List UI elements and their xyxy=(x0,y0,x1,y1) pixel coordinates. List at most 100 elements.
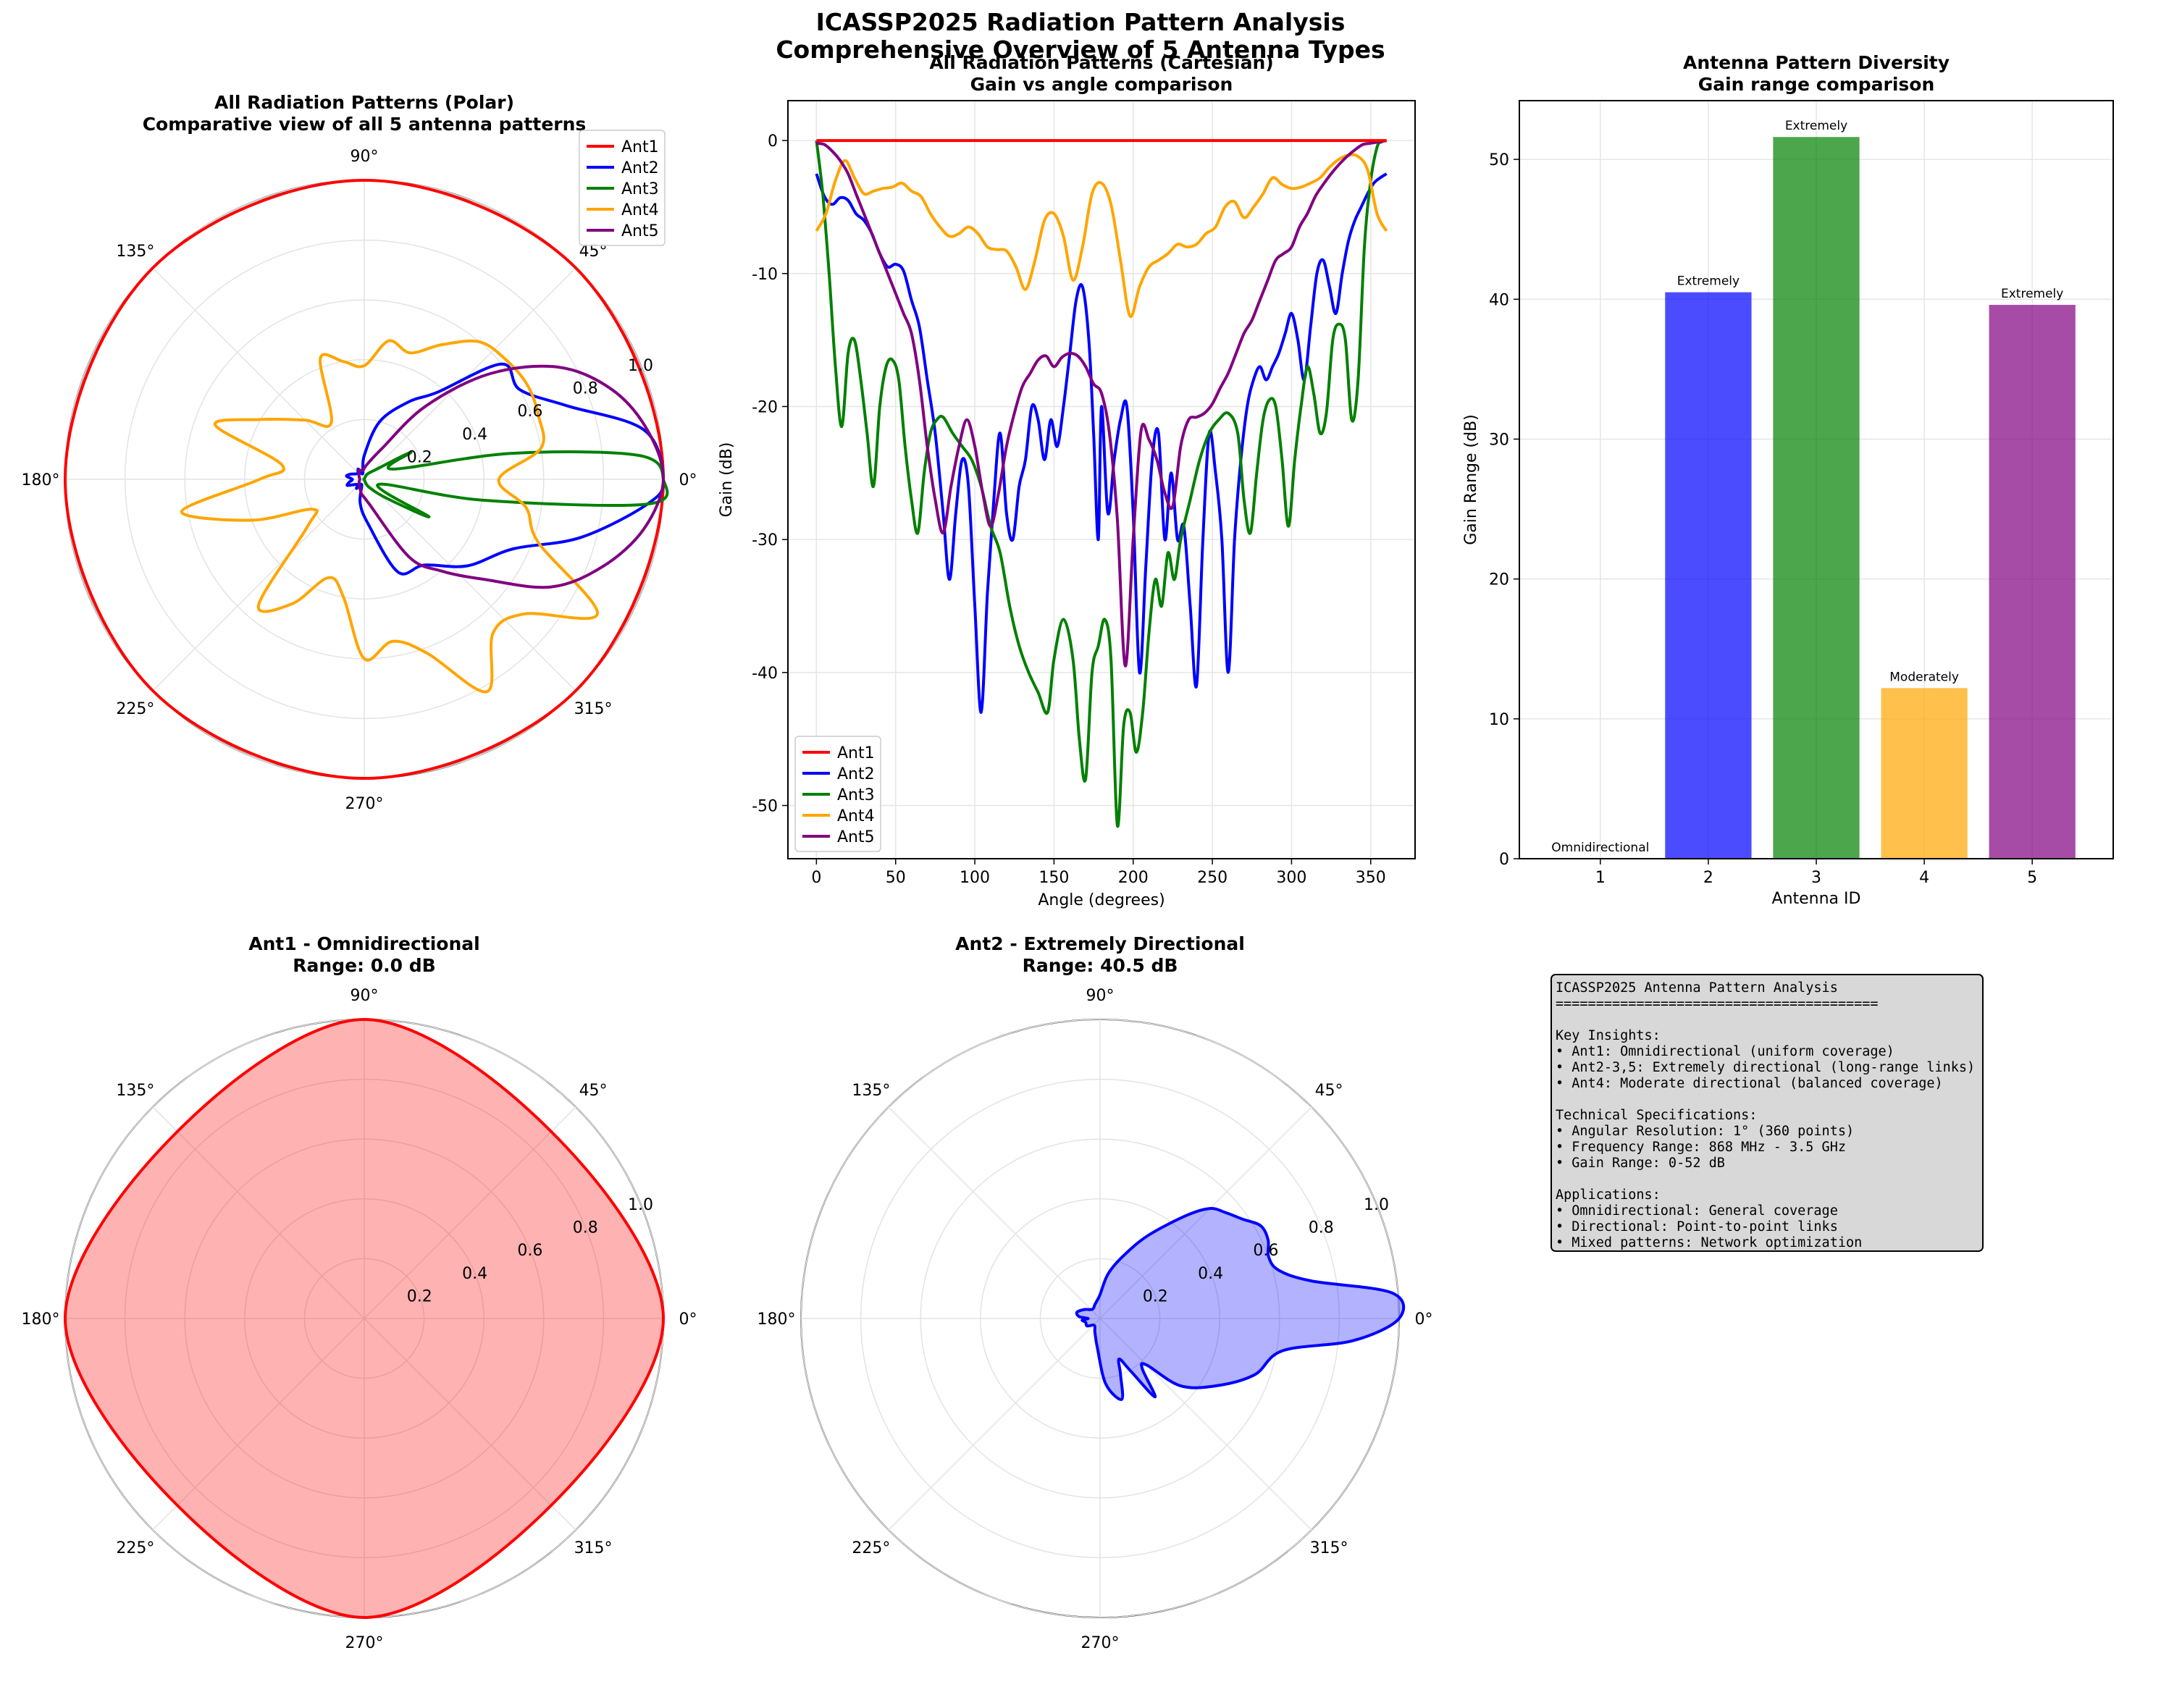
axes-frame xyxy=(787,100,1416,859)
polar-r-tick-label: 1.0 xyxy=(1364,1196,1389,1214)
info-line: • Ant2-3,5: Extremely directional (long-… xyxy=(1556,1060,1975,1075)
polar-r-tick-label: 0.8 xyxy=(573,380,598,398)
polar-theta-tick-label: 270° xyxy=(1081,1634,1120,1652)
series-group xyxy=(815,139,1388,828)
legend-label-ant3: Ant3 xyxy=(621,180,659,198)
polar-theta-tick-label: 0° xyxy=(1415,1311,1433,1329)
polar-r-tick-label: 0.4 xyxy=(462,426,487,444)
chart-title: Antenna Pattern Diversity xyxy=(1683,52,1950,73)
y-tick-label: -40 xyxy=(752,665,778,683)
legend-label-ant1: Ant1 xyxy=(837,744,875,762)
info-line: Applications: xyxy=(1556,1187,1661,1203)
polar-r-tick-label: 0.2 xyxy=(407,448,432,466)
legend: Ant1 Ant2 Ant3 Ant4 Ant5 xyxy=(579,130,666,246)
polar-series-ant2 xyxy=(1075,1207,1406,1401)
legend-label-ant2: Ant2 xyxy=(837,765,875,783)
y-axis-label: Gain Range (dB) xyxy=(1462,414,1480,545)
polar-theta-tick-label: 0° xyxy=(679,1311,697,1329)
legend: Ant1 Ant2 Ant3 Ant4 Ant5 xyxy=(794,736,881,852)
y-tick-label: 0 xyxy=(768,132,778,151)
info-line: Key Insights: xyxy=(1556,1028,1661,1043)
info-line: • Gain Range: 0-52 dB xyxy=(1556,1156,1725,1171)
polar-grid-spoke xyxy=(1099,1318,1312,1531)
polar-theta-tick-label: 90° xyxy=(1086,987,1115,1005)
info-line: • Frequency Range: 868 MHz - 3.5 GHz xyxy=(1556,1140,1846,1155)
polar-theta-tick-label: 45° xyxy=(1315,1082,1343,1100)
polar-series-ant1 xyxy=(64,1018,665,1619)
polar-grid-spoke xyxy=(364,267,576,480)
bar-data-label: Extremely xyxy=(1785,119,1847,133)
y-tick-label: 0 xyxy=(1499,851,1509,869)
chart-title: Ant2 - Extremely Directional xyxy=(955,933,1245,954)
chart-subtitle: Range: 0.0 dB xyxy=(293,955,435,976)
polar-theta-tick-label: 135° xyxy=(116,1082,154,1100)
y-tick-label: 50 xyxy=(1489,151,1509,169)
polar-series-ant5 xyxy=(357,364,666,589)
polar-r-tick-label: 0.4 xyxy=(462,1265,487,1283)
polar-r-tick-label: 0.4 xyxy=(1198,1265,1223,1283)
polar-r-tick-label: 0.6 xyxy=(1253,1242,1278,1260)
polar-theta-tick-label: 45° xyxy=(579,1082,608,1100)
polar-grid-spoke xyxy=(152,479,365,691)
y-tick-label: -10 xyxy=(752,266,778,284)
bar-2 xyxy=(1665,292,1752,859)
legend-frame xyxy=(579,130,666,246)
info-line: • Mixed patterns: Network optimization xyxy=(1556,1235,1862,1250)
polar-r-tick-label: 0.8 xyxy=(1309,1219,1334,1237)
x-tick-label: 0 xyxy=(811,869,821,887)
polar-theta-tick-label: 315° xyxy=(574,700,613,718)
polar-grid-spoke xyxy=(1099,1106,1312,1319)
polar-theta-tick-label: 270° xyxy=(345,1634,384,1652)
legend-label-ant5: Ant5 xyxy=(621,222,659,240)
legend-frame xyxy=(794,736,881,852)
polar-r-tick-label: 0.2 xyxy=(407,1287,432,1305)
info-line: • Omnidirectional: General coverage xyxy=(1556,1203,1838,1219)
y-tick-label: -20 xyxy=(752,398,778,416)
y-tick-label: 30 xyxy=(1489,431,1509,449)
y-tick-label: 20 xyxy=(1489,571,1509,589)
info-line: ======================================== xyxy=(1556,996,1879,1011)
x-tick-label: 3 xyxy=(1811,869,1821,887)
chart-title: Ant1 - Omnidirectional xyxy=(248,933,479,954)
polar-theta-tick-label: 90° xyxy=(351,987,379,1005)
legend-label-ant4: Ant4 xyxy=(621,201,659,219)
polar-r-tick-label: 0.8 xyxy=(573,1219,598,1237)
figure-title: ICASSP2025 Radiation Pattern Analysis xyxy=(816,8,1346,36)
x-axis-label: Angle (degrees) xyxy=(1038,891,1165,909)
polar-series-ant4 xyxy=(180,339,599,694)
info-line: Technical Specifications: xyxy=(1556,1108,1757,1123)
bar-data-label: Omnidirectional xyxy=(1551,841,1649,855)
polar-theta-tick-label: 315° xyxy=(574,1539,613,1557)
x-tick-label: 2 xyxy=(1703,869,1713,887)
polar-grid-spoke xyxy=(364,1318,576,1531)
polar-grid-spoke xyxy=(152,267,365,480)
panel-bar: 0 10 20 30 40 50 Omnidirectional 1 Extremely 2 Ext… xyxy=(1462,52,2114,908)
info-line: • Ant4: Moderate directional (balanced c… xyxy=(1556,1076,1943,1091)
chart-subtitle: Comparative view of all 5 antenna patter… xyxy=(143,114,587,135)
polar-grid-spoke xyxy=(888,1318,1101,1531)
polar-r-tick-label: 1.0 xyxy=(628,1196,653,1214)
polar-series-ant3 xyxy=(362,450,669,518)
y-tick-label: -30 xyxy=(752,531,778,550)
polar-theta-tick-label: 225° xyxy=(116,1539,154,1557)
x-axis-label: Antenna ID xyxy=(1772,890,1861,908)
bar-4 xyxy=(1881,688,1968,859)
panel-polar-ant2: 0.2 0.4 0.6 0.8 1.0 0° 45° 90° 135° 180° 225° 270° 3… xyxy=(758,933,1433,1652)
polar-grid-spoke xyxy=(888,1106,1101,1319)
chart-title: All Radiation Patterns (Polar) xyxy=(214,92,514,113)
polar-theta-tick-label: 180° xyxy=(22,471,60,489)
line-series-ant3 xyxy=(815,139,1388,828)
y-tick-label: 40 xyxy=(1489,291,1509,309)
polar-r-tick-label: 0.6 xyxy=(517,403,542,421)
polar-theta-tick-label: 270° xyxy=(345,795,384,813)
bar-data-label: Extremely xyxy=(1677,274,1740,289)
bar-data-label: Moderately xyxy=(1889,670,1959,684)
x-tick-label: 4 xyxy=(1919,869,1929,887)
chart-subtitle: Gain range comparison xyxy=(1698,74,1935,95)
bar-data-label: Extremely xyxy=(2001,287,2063,301)
x-tick-label: 350 xyxy=(1356,869,1386,887)
y-tick-label: 10 xyxy=(1489,711,1509,729)
figure-subtitle: Comprehensive Overview of 5 Antenna Type… xyxy=(776,35,1385,64)
line-series-ant4 xyxy=(815,153,1388,319)
